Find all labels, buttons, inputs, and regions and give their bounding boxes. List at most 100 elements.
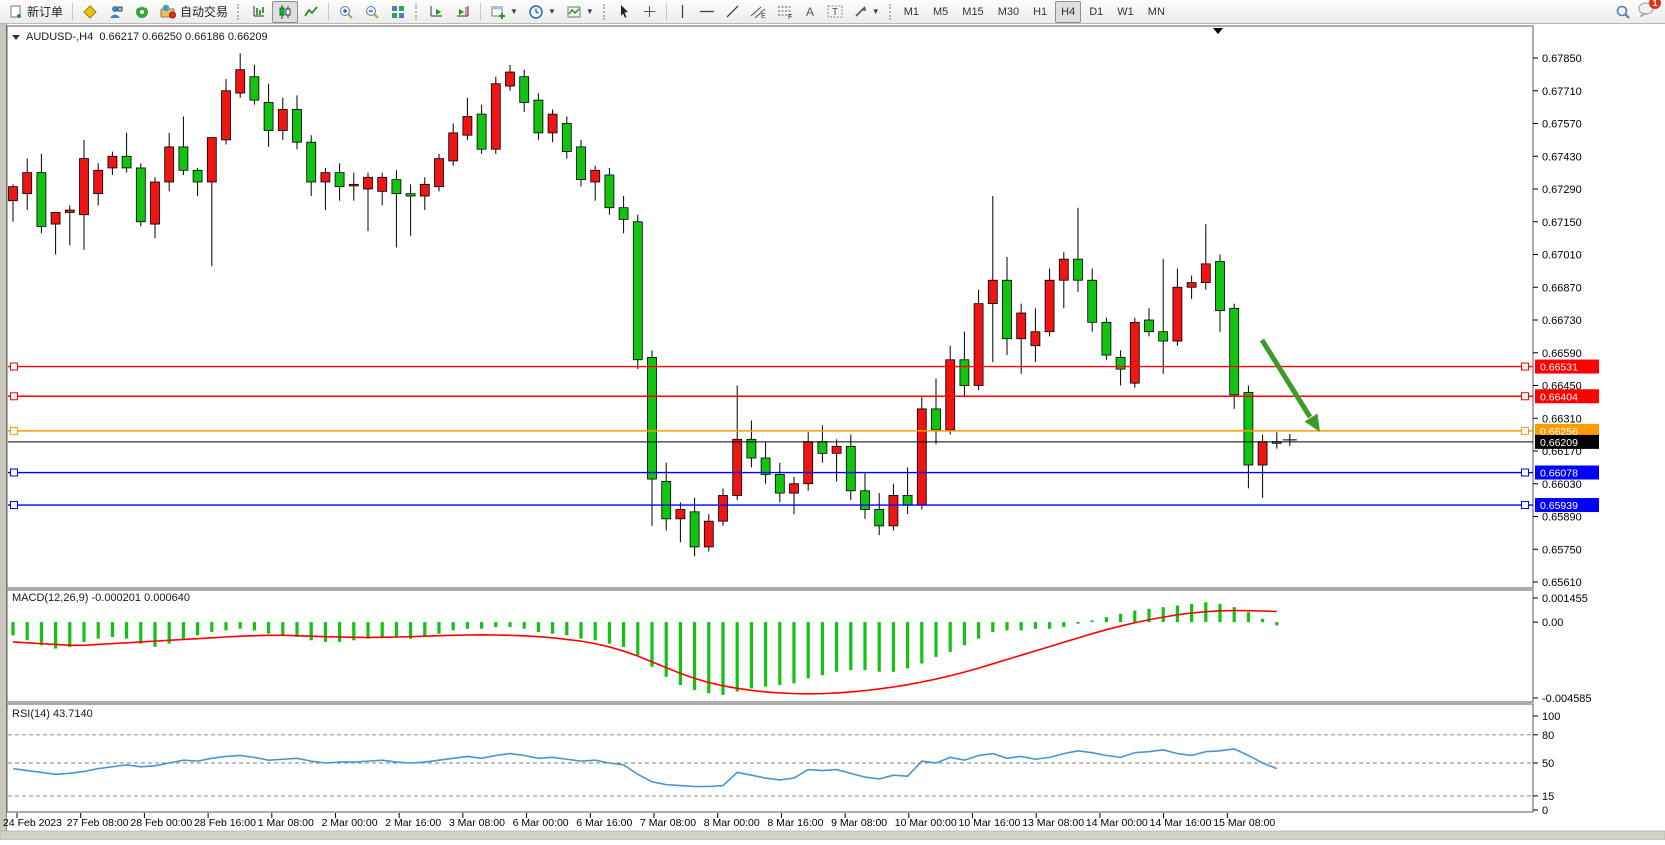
level-lines: 0.665310.664040.662560.660780.659390.662… — [8, 359, 1599, 513]
candle — [703, 520, 714, 548]
timeframe-MN[interactable]: MN — [1147, 5, 1165, 18]
price-tick-label: 0.66310 — [1542, 413, 1582, 425]
trendline-tool-button[interactable] — [720, 1, 745, 23]
vertical-line-tool-button[interactable] — [671, 1, 694, 23]
toolbar-grip[interactable] — [415, 3, 420, 20]
cursor-tool-button[interactable] — [612, 1, 637, 23]
notifications-button[interactable]: 1 — [1637, 0, 1661, 22]
timeframe-H1[interactable]: H1 — [1033, 5, 1048, 18]
panels — [6, 25, 1534, 813]
candle — [405, 193, 416, 197]
collapse-triangle-icon[interactable] — [12, 35, 20, 40]
line-handle[interactable] — [1521, 362, 1529, 371]
line-handle[interactable] — [10, 362, 18, 371]
time-tick-label: 28 Feb 00:00 — [130, 817, 192, 829]
line-handle[interactable] — [1521, 468, 1529, 477]
candle — [505, 71, 515, 87]
timeframe-W1[interactable]: W1 — [1117, 5, 1134, 18]
new-chart-button[interactable]: ▼ — [485, 1, 523, 23]
line-handle[interactable] — [10, 392, 18, 401]
toolbar-grip[interactable] — [237, 3, 242, 20]
timeframe-D1[interactable]: D1 — [1089, 5, 1104, 18]
candle — [206, 137, 217, 183]
crosshair-tool-button[interactable] — [637, 1, 662, 23]
timeframe-H4[interactable]: H4 — [1055, 0, 1082, 23]
time-tick-label: 7 Mar 08:00 — [640, 817, 696, 829]
market-watch-button[interactable] — [77, 1, 103, 23]
time-tick-label: 13 Mar 08:00 — [1022, 817, 1084, 829]
chart-shift-button[interactable] — [450, 1, 476, 23]
candle — [1073, 258, 1083, 281]
line-handle[interactable] — [10, 426, 18, 435]
accounts-button[interactable] — [103, 1, 129, 23]
svg-text:F: F — [788, 14, 792, 19]
candle — [1016, 312, 1027, 340]
rsi-value: 43.7140 — [52, 708, 93, 720]
candle — [1101, 321, 1112, 356]
autotrading-button[interactable]: 自动交易 — [155, 1, 233, 23]
new-order-button[interactable]: 新订单 — [4, 1, 68, 23]
trendline-icon — [726, 5, 739, 18]
line-handle[interactable] — [1521, 392, 1529, 401]
zoom-in-button[interactable] — [333, 1, 359, 23]
price-tick-label: 0.67850 — [1542, 53, 1582, 65]
fibonacci-tool-button[interactable]: F — [772, 1, 799, 23]
text-tool-button[interactable]: A — [799, 1, 822, 23]
candle — [192, 169, 203, 183]
periods-button[interactable]: ▼ — [523, 1, 561, 23]
line-handle[interactable] — [1521, 501, 1529, 510]
candle — [221, 90, 231, 141]
signals-button[interactable] — [129, 1, 155, 23]
separator — [480, 2, 482, 21]
candle — [987, 279, 998, 305]
arrows-tool-button[interactable]: ▼ — [848, 1, 885, 23]
candle — [931, 408, 941, 431]
search-icon[interactable] — [1615, 4, 1631, 20]
price-panel[interactable] — [6, 25, 1534, 589]
horizontal-line-tool-button[interactable] — [694, 1, 720, 23]
candle — [1002, 279, 1012, 340]
candle — [874, 509, 885, 527]
candle — [746, 438, 757, 459]
price-axis[interactable]: 0.67850 0.67710 0.67570 0.67430 0.67290 0.671… — [1533, 53, 1582, 589]
clock-icon — [529, 4, 543, 19]
timeframe-M15[interactable]: M15 — [962, 5, 984, 18]
time-axis[interactable]: 24 Feb 2023 27 Feb 08:00 28 Feb 00:00 28 Fe… — [3, 813, 1275, 829]
text-label-tool-button[interactable]: T — [822, 1, 848, 23]
candle — [1257, 441, 1268, 466]
candlestick-mode-button[interactable] — [272, 0, 299, 23]
separator — [665, 2, 667, 21]
timeframe-M30[interactable]: M30 — [997, 5, 1020, 18]
candle — [8, 186, 18, 202]
templates-button[interactable]: ▼ — [561, 1, 599, 23]
bar-chart-mode-button[interactable] — [246, 1, 272, 23]
time-tick-label: 27 Feb 08:00 — [67, 817, 129, 829]
zoom-out-button[interactable] — [359, 1, 385, 23]
timeframe-M5[interactable]: M5 — [933, 5, 949, 18]
candle — [547, 113, 558, 134]
price-tick-label: 0.67430 — [1542, 151, 1582, 163]
channel-tool-button[interactable]: E — [745, 1, 772, 23]
auto-scroll-button[interactable] — [424, 1, 450, 23]
chart-shift-marker-icon[interactable] — [1213, 28, 1223, 34]
line-chart-mode-button[interactable] — [298, 1, 324, 23]
price-tick-label: 0.67570 — [1542, 119, 1582, 131]
toolbar-grip[interactable] — [602, 3, 608, 20]
time-tick-label: 2 Mar 16:00 — [385, 817, 441, 829]
timeframe-M1[interactable]: M1 — [903, 5, 919, 18]
macd-panel[interactable] — [6, 589, 1534, 703]
tile-windows-button[interactable] — [385, 1, 411, 23]
toolbar-grip[interactable] — [888, 3, 894, 20]
line-handle[interactable] — [1521, 426, 1529, 435]
separator — [72, 2, 74, 21]
line-handle[interactable] — [10, 468, 18, 477]
candle — [1044, 279, 1055, 333]
time-tick-label: 3 Mar 08:00 — [449, 817, 505, 829]
window-bottom-edge — [0, 830, 1665, 841]
annotation-arrow[interactable] — [1259, 338, 1320, 432]
candle — [1200, 263, 1211, 283]
line-handle[interactable] — [10, 501, 18, 510]
candle — [22, 172, 33, 195]
